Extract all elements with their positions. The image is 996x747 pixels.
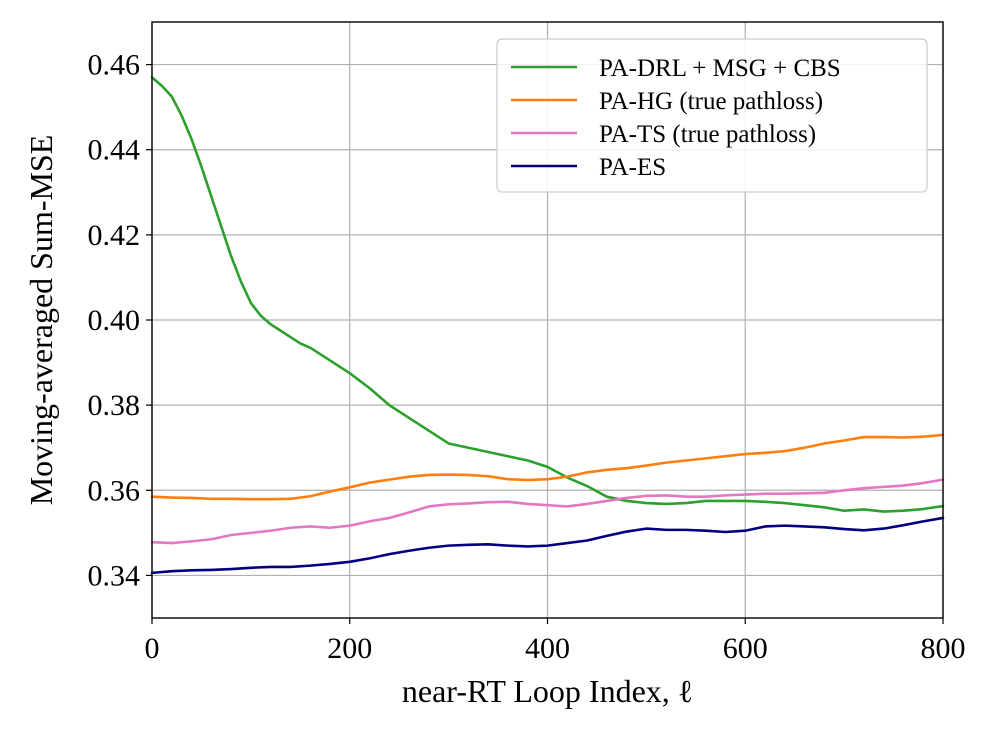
series-line-3 — [150, 478, 945, 545]
y-tick-label: 0.44 — [88, 134, 141, 167]
series-line-4 — [150, 516, 945, 575]
legend-entry-label: PA-ES — [599, 154, 666, 181]
axis-ticks — [146, 63, 944, 624]
x-tick-label: 400 — [525, 632, 570, 665]
y-axis-label: Moving-averaged Sum-MSE — [23, 135, 59, 506]
x-tick-label: 0 — [145, 632, 160, 665]
y-tick-label: 0.38 — [88, 389, 141, 422]
y-tick-label: 0.40 — [88, 304, 141, 337]
tick-labels: 0 200 400 600 800 0.34 0.36 0.38 0.40 0.42 0.44 0.4… — [88, 49, 966, 665]
series-line-2 — [150, 433, 945, 501]
x-tick-label: 800 — [921, 632, 966, 665]
x-tick-label: 200 — [327, 632, 372, 665]
y-tick-label: 0.46 — [88, 49, 141, 82]
x-axis-label: near-RT Loop Index, ℓ — [402, 673, 693, 709]
series-group — [150, 76, 945, 575]
legend-box — [496, 38, 928, 193]
legend-entry-label: PA-TS (true pathloss) — [599, 121, 816, 148]
y-tick-label: 0.36 — [88, 474, 141, 507]
legend-entry-label: PA-DRL + MSG + CBS — [599, 55, 841, 82]
legend: PA-DRL + MSG + CBS PA-HG (true pathloss) P… — [496, 38, 928, 193]
legend-entry-label: PA-HG (true pathloss) — [599, 88, 823, 115]
x-tick-label: 600 — [723, 632, 768, 665]
series-line-1 — [150, 76, 945, 513]
y-tick-label: 0.42 — [88, 219, 141, 252]
y-tick-label: 0.34 — [88, 559, 141, 592]
